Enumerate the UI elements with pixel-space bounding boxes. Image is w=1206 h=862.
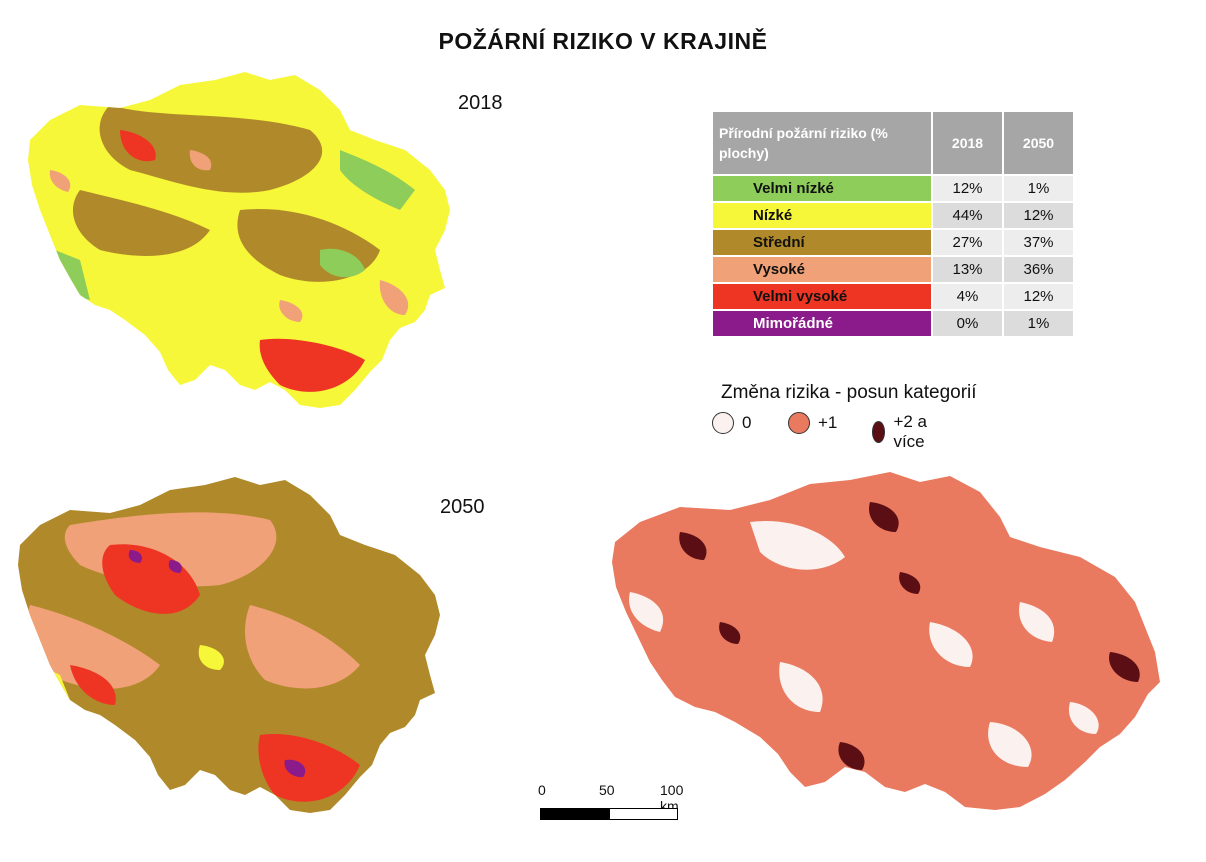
table-row: Velmi vysoké 4% 12% [713,284,1073,309]
table-row: Nízké 44% 12% [713,203,1073,228]
legend-label: +1 [818,413,838,432]
value-2050: 1% [1004,176,1073,201]
table-row: Střední 27% 37% [713,230,1073,255]
value-2050: 12% [1004,203,1073,228]
category-label: Mimořádné [713,311,931,336]
value-2050: 12% [1004,284,1073,309]
map-year-2018: 2018 [458,92,503,114]
value-2050: 36% [1004,257,1073,282]
legend-item: +1 [788,412,837,434]
map-change [612,472,1160,810]
table-header-category: Přírodní požární riziko (% plochy) [713,112,931,174]
category-label: Nízké [713,203,931,228]
value-2018: 4% [933,284,1002,309]
legend-label: +2 a více [893,412,927,451]
table-row: Vysoké 13% 36% [713,257,1073,282]
scale-label: 0 [538,782,546,798]
value-2018: 0% [933,311,1002,336]
value-2050: 1% [1004,311,1073,336]
value-2018: 12% [933,176,1002,201]
legend-item: +2 a více [872,412,933,452]
legend-swatch [712,412,734,434]
map-2050 [18,477,440,813]
risk-table: Přírodní požární riziko (% plochy) 2018 … [711,110,1075,338]
table-header-2018: 2018 [933,112,1002,174]
scale-label: 50 [599,782,615,798]
scale-bar: 0 50 100 km [536,782,686,842]
legend-label: 0 [742,413,752,432]
category-label: Velmi nízké [713,176,931,201]
value-2018: 27% [933,230,1002,255]
legend-item: 0 [712,412,751,434]
map-2018 [28,72,450,408]
legend-swatch [872,421,886,443]
scale-bar-black [540,808,610,820]
category-label: Vysoké [713,257,931,282]
table-row: Mimořádné 0% 1% [713,311,1073,336]
change-legend-title: Změna rizika - posun kategorií [721,382,977,403]
category-label: Velmi vysoké [713,284,931,309]
value-2018: 13% [933,257,1002,282]
value-2050: 37% [1004,230,1073,255]
table-row: Velmi nízké 12% 1% [713,176,1073,201]
legend-swatch [788,412,810,434]
page-title: POŽÁRNÍ RIZIKO V KRAJINĚ [438,28,768,54]
category-label: Střední [713,230,931,255]
scale-bar-white [609,808,678,820]
table-header-2050: 2050 [1004,112,1073,174]
value-2018: 44% [933,203,1002,228]
map-year-2050: 2050 [440,496,485,518]
